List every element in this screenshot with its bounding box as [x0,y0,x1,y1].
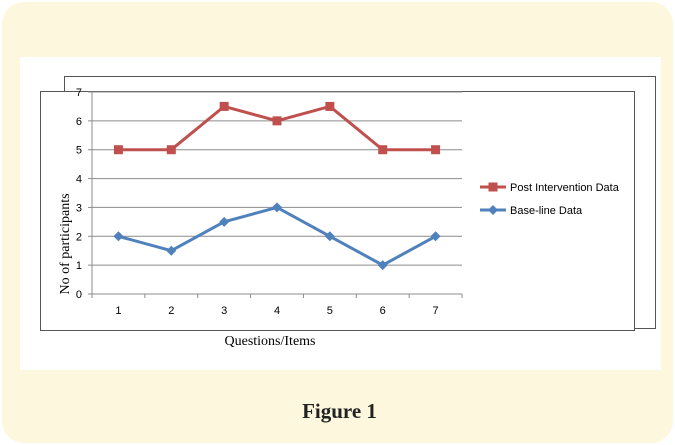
x-tick-label: 7 [433,305,439,317]
data-point [378,145,388,155]
legend-label-1: Base-line Data [510,205,583,217]
data-point [377,260,388,271]
series-line-0 [118,104,436,152]
legend-marker-0 [488,182,498,192]
x-tick-label: 3 [221,305,227,317]
y-axis-label: No of participants [58,193,73,295]
y-tick-label: 2 [76,231,82,243]
data-point [324,231,335,242]
y-tick-label: 7 [76,87,82,99]
x-tick-label: 6 [380,305,386,317]
data-point [272,202,282,213]
y-tick-label: 4 [76,174,82,186]
data-point [431,145,441,155]
figure-caption: Figure 1 [302,399,377,423]
x-tick-label: 5 [327,305,333,317]
data-point [219,101,229,111]
x-tick-label: 2 [168,305,174,317]
data-point [219,216,230,227]
data-point [325,101,335,111]
data-point [113,231,124,242]
x-axis-label: Questions/Items [224,334,316,349]
data-point [113,145,123,155]
data-point [272,116,282,126]
chart-frame-front [40,91,635,331]
data-point [430,231,441,242]
line-chart: 0 1 2 3 4 5 6 7 1 2 3 4 5 6 7 Post Intervention Data Bas… [76,87,620,317]
y-tick-label: 6 [76,116,82,128]
y-tick-label: 5 [76,145,82,157]
y-tick-label: 3 [76,202,82,214]
data-point [166,245,177,256]
legend-marker-1 [488,205,498,215]
y-tick-label: 0 [76,289,82,301]
x-tick-label: 4 [274,305,280,317]
y-tick-label: 1 [76,260,82,272]
data-point [166,145,176,155]
legend-label-0: Post Intervention Data [510,182,620,194]
chart-panel: 0 1 2 3 4 5 6 7 1 2 3 4 5 6 7 Post Intervention Data Bas… [20,57,661,370]
x-tick-label: 1 [115,305,121,317]
